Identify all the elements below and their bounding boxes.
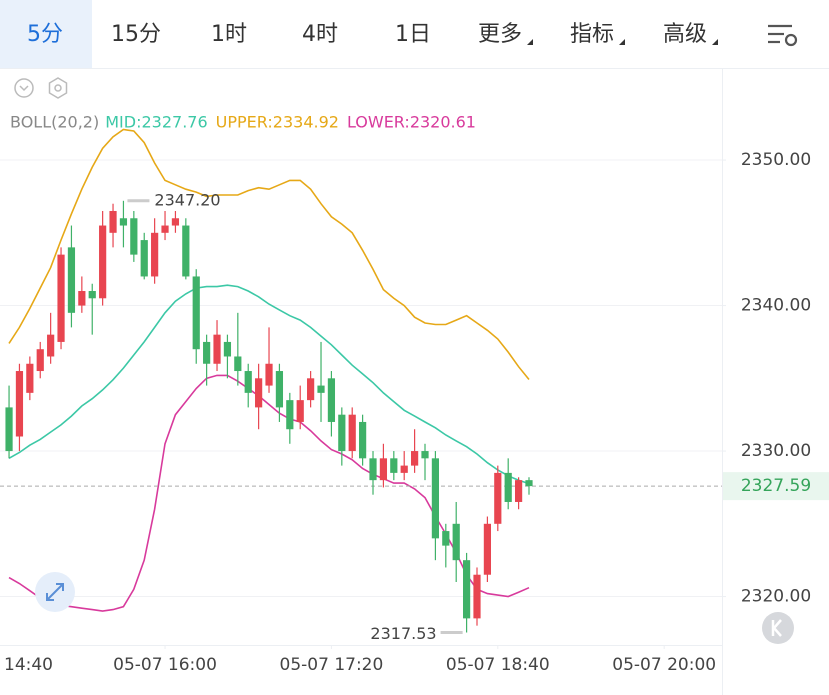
- candle-body: [88, 291, 96, 299]
- dropdown-caret: [619, 39, 625, 45]
- tab[interactable]: 1日: [395, 22, 431, 47]
- candle-body: [130, 218, 138, 255]
- candle-body: [265, 363, 273, 386]
- candle-body: [494, 472, 502, 524]
- candle-body: [359, 421, 367, 459]
- candle-body: [327, 378, 336, 422]
- dropdown-caret: [527, 39, 533, 45]
- candle-body: [99, 225, 107, 299]
- candle-body: [463, 560, 471, 619]
- candle-body: [109, 210, 117, 233]
- annotation-label: 2347.20: [154, 190, 220, 209]
- candle-body: [255, 378, 263, 408]
- tab[interactable]: 1时: [211, 22, 247, 47]
- candle-body: [234, 356, 242, 372]
- band-line: [8, 374, 530, 612]
- x-tick-label: 05-07 16:00: [113, 655, 217, 675]
- y-tick-label: 2350.00: [741, 150, 811, 170]
- plot: 2320.00 2330.00 2340.00 2350.00 14:40 05-07 1…: [0, 113, 829, 675]
- active-tab-bg: [0, 0, 92, 68]
- candle-body: [140, 240, 148, 277]
- candle-body: [317, 385, 325, 393]
- x-tick-label: 05-07 18:40: [446, 655, 550, 675]
- candle-body: [286, 400, 294, 430]
- candle-body: [338, 414, 346, 452]
- candle-body: [411, 451, 419, 466]
- candle-body: [473, 574, 481, 619]
- tab[interactable]: 更多: [478, 22, 522, 47]
- candle-body: [379, 458, 388, 481]
- candle-body: [192, 276, 200, 350]
- legend-entry: LOWER:2320.61: [347, 113, 476, 132]
- candle-body: [171, 218, 180, 226]
- x-tick-label: 05-07 17:20: [280, 655, 384, 675]
- candle-body: [442, 531, 450, 546]
- band-line: [8, 284, 530, 485]
- candle-body: [213, 334, 221, 364]
- y-tick-label: 2340.00: [741, 296, 811, 316]
- candle-body: [275, 371, 284, 408]
- candle-body: [525, 480, 533, 487]
- candle-body: [400, 465, 408, 473]
- tab[interactable]: 高级: [663, 22, 707, 47]
- candle-body: [431, 458, 440, 539]
- candle-body: [26, 363, 34, 393]
- candle-body: [57, 254, 65, 342]
- candle-body: [119, 218, 128, 226]
- y-tick-label: 2330.00: [741, 441, 811, 461]
- candle-body: [390, 458, 398, 473]
- tab[interactable]: 5分: [27, 22, 63, 47]
- candle-body: [47, 334, 55, 357]
- candle-body: [5, 407, 13, 452]
- candle-body: [182, 225, 190, 277]
- annotation-label: 2317.53: [370, 624, 436, 643]
- candle-body: [504, 472, 512, 502]
- candle-body: [36, 349, 44, 372]
- expand-button[interactable]: [35, 572, 75, 612]
- candle-body: [203, 341, 211, 364]
- x-tick-label: 05-07 20:00: [612, 655, 716, 675]
- tab[interactable]: 指标: [570, 22, 614, 47]
- tab[interactable]: 4时: [302, 22, 338, 47]
- candle-body: [421, 451, 429, 459]
- last-price-label: 2327.59: [741, 476, 811, 496]
- last-price-tag: [723, 472, 829, 501]
- legend-entry: MID:2327.76: [105, 113, 207, 132]
- candle-body: [307, 378, 315, 401]
- reset-button[interactable]: [762, 612, 794, 644]
- collapse-icon[interactable]: [14, 78, 34, 98]
- candle-body: [369, 458, 377, 481]
- candle-body: [223, 341, 232, 357]
- candle-body: [296, 400, 304, 422]
- candle-body: [514, 480, 523, 502]
- candle-body: [67, 247, 76, 313]
- candle-body: [244, 371, 252, 393]
- legend-entry: UPPER:2334.92: [216, 113, 339, 132]
- x-tick-label: 14:40: [4, 655, 53, 675]
- tab[interactable]: 15分: [111, 22, 161, 47]
- candle-body: [78, 291, 86, 306]
- settings-icon[interactable]: [768, 24, 798, 47]
- candle-body: [15, 371, 24, 437]
- tab-bar: 5分 15分 1时 4时 1日 更多 指标 高级: [27, 22, 718, 47]
- candle-body: [483, 523, 491, 575]
- candle-body: [348, 414, 356, 452]
- candle-body: [452, 523, 460, 561]
- indicator-label: BOLL(20,2): [10, 113, 99, 132]
- dropdown-caret: [712, 39, 718, 45]
- settings-gear-icon[interactable]: [48, 77, 68, 99]
- y-tick-label: 2320.00: [741, 587, 811, 607]
- candle-body: [161, 225, 169, 233]
- band-line: [8, 128, 530, 381]
- candle-body: [151, 232, 159, 277]
